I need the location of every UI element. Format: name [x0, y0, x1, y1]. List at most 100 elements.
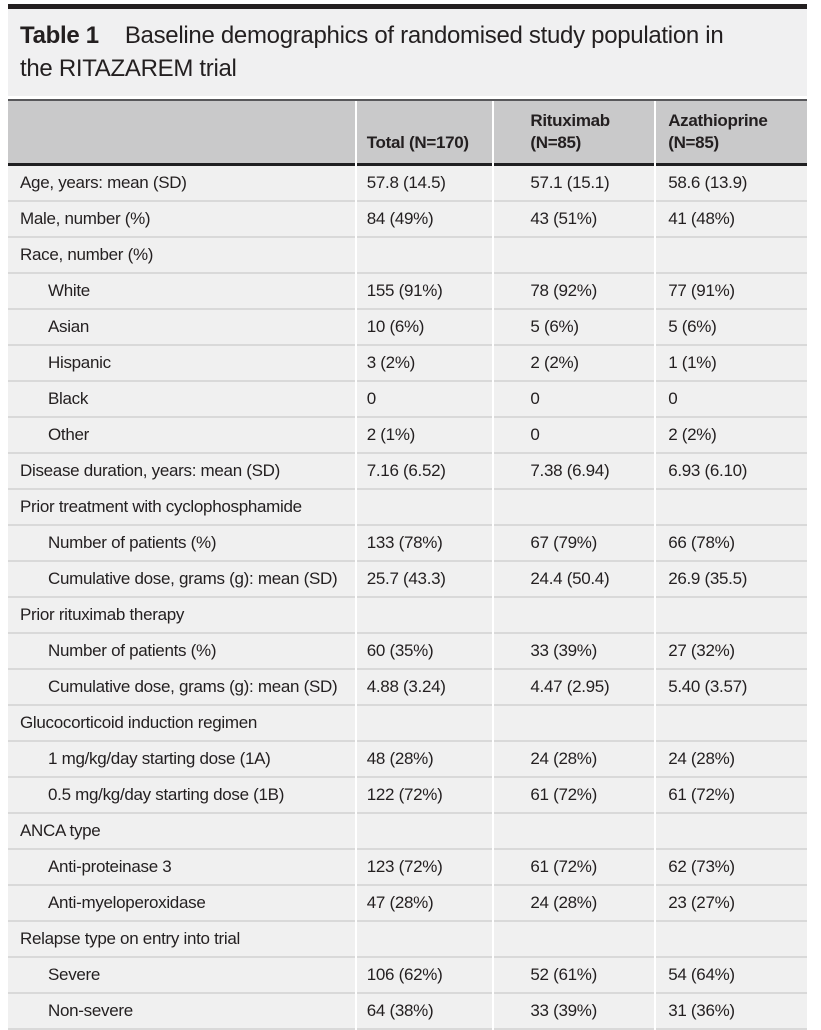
azathioprine-value-cell: 54 (64%) [656, 956, 807, 992]
row-label-cell: Number of patients (%) [8, 632, 355, 668]
header-row: Total (N=170) Rituximab (N=85) Azathioprin… [8, 101, 807, 166]
azathioprine-value-cell [656, 236, 807, 272]
column-header: Azathioprine (N=85) [656, 101, 807, 166]
azathioprine-value-cell: 0 [656, 380, 807, 416]
row-label-cell: Male, number (%) [8, 200, 355, 236]
row-label-cell: Anti-proteinase 3 [8, 848, 355, 884]
table-row-sub: Cumulative dose, grams (g): mean (SD) 4.8… [8, 668, 807, 704]
total-value-cell [356, 596, 493, 632]
total-value-cell [356, 488, 493, 524]
total-value-cell: 48 (28%) [356, 740, 493, 776]
azathioprine-value-cell: 77 (91%) [656, 272, 807, 308]
rituximab-value-cell: 5 (6%) [494, 308, 655, 344]
azathioprine-value-cell [656, 812, 807, 848]
rituximab-value-cell: 24.4 (50.4) [494, 560, 655, 596]
rituximab-value-cell: 57.1 (15.1) [494, 166, 655, 200]
row-label-cell: Race, number (%) [8, 236, 355, 272]
total-value-cell: 47 (28%) [356, 884, 493, 920]
azathioprine-value-cell: 23 (27%) [656, 884, 807, 920]
row-label-cell: Number of patients (%) [8, 524, 355, 560]
rituximab-value-cell: 61 (72%) [494, 776, 655, 812]
row-label-cell: ANCA type [8, 812, 355, 848]
total-value-cell: 64 (38%) [356, 992, 493, 1030]
table-row: Age, years: mean (SD) 57.8 (14.5) 57.1 (15… [8, 166, 807, 200]
azathioprine-value-cell: 24 (28%) [656, 740, 807, 776]
total-value-cell: 25.7 (43.3) [356, 560, 493, 596]
azathioprine-value-cell: 66 (78%) [656, 524, 807, 560]
table-row-sub: Severe 106 (62%) 52 (61%) 54 (64%) [8, 956, 807, 992]
total-value-cell [356, 704, 493, 740]
total-value-cell: 7.16 (6.52) [356, 452, 493, 488]
table-row-sub: Non-severe 64 (38%) 33 (39%) 31 (36%) [8, 992, 807, 1030]
top-rule [8, 4, 807, 9]
row-label-cell: Prior treatment with cyclophosphamide [8, 488, 355, 524]
row-label-cell: Asian [8, 308, 355, 344]
azathioprine-value-cell [656, 920, 807, 956]
total-value-cell: 84 (49%) [356, 200, 493, 236]
row-label-cell: Age, years: mean (SD) [8, 166, 355, 200]
total-value-cell [356, 920, 493, 956]
total-value-cell: 106 (62%) [356, 956, 493, 992]
table-row-sub: Black 0 0 0 [8, 380, 807, 416]
table-row-sub: White 155 (91%) 78 (92%) 77 (91%) [8, 272, 807, 308]
rituximab-value-cell: 4.47 (2.95) [494, 668, 655, 704]
rituximab-value-cell [494, 236, 655, 272]
row-label-cell: Anti-myeloperoxidase [8, 884, 355, 920]
azathioprine-value-cell: 5.40 (3.57) [656, 668, 807, 704]
total-value-cell: 57.8 (14.5) [356, 166, 493, 200]
row-label-column-header [8, 101, 355, 166]
table-title-block: Table 1 Baseline demographics of randomis… [8, 9, 807, 96]
table-row: Prior treatment with cyclophosphamide [8, 488, 807, 524]
azathioprine-value-cell: 2 (2%) [656, 416, 807, 452]
azathioprine-value-cell: 62 (73%) [656, 848, 807, 884]
rituximab-value-cell: 0 [494, 416, 655, 452]
table-row: ANCA type [8, 812, 807, 848]
row-label-cell: Severe [8, 956, 355, 992]
row-label-cell: Other [8, 416, 355, 452]
azathioprine-value-cell: 1 (1%) [656, 344, 807, 380]
table-row-sub: Cumulative dose, grams (g): mean (SD) 25.… [8, 560, 807, 596]
rituximab-value-cell: 67 (79%) [494, 524, 655, 560]
total-value-cell: 122 (72%) [356, 776, 493, 812]
table-row: Prior rituximab therapy [8, 596, 807, 632]
row-label-cell: 0.5 mg/kg/day starting dose (1B) [8, 776, 355, 812]
row-label-cell: Cumulative dose, grams (g): mean (SD) [8, 560, 355, 596]
total-value-cell: 4.88 (3.24) [356, 668, 493, 704]
row-label-cell: Relapse type on entry into trial [8, 920, 355, 956]
row-label-cell: Hispanic [8, 344, 355, 380]
table-row: Relapse type on entry into trial [8, 920, 807, 956]
table-row-sub: Other 2 (1%) 0 2 (2%) [8, 416, 807, 452]
table-row: Glucocorticoid induction regimen [8, 704, 807, 740]
azathioprine-value-cell: 6.93 (6.10) [656, 452, 807, 488]
table-row-sub: 1 mg/kg/day starting dose (1A) 48 (28%) 24… [8, 740, 807, 776]
row-label-cell: White [8, 272, 355, 308]
azathioprine-value-cell [656, 704, 807, 740]
table-row-sub: Anti-myeloperoxidase 47 (28%) 24 (28%) 23 (… [8, 884, 807, 920]
table-card: Table 1 Baseline demographics of randomis… [8, 4, 807, 1030]
total-value-cell: 2 (1%) [356, 416, 493, 452]
column-header: Total (N=170) [356, 101, 493, 166]
rituximab-value-cell: 52 (61%) [494, 956, 655, 992]
total-value-cell [356, 236, 493, 272]
table-row-sub: Asian 10 (6%) 5 (6%) 5 (6%) [8, 308, 807, 344]
azathioprine-value-cell: 5 (6%) [656, 308, 807, 344]
row-label-cell: Prior rituximab therapy [8, 596, 355, 632]
table-row: Race, number (%) [8, 236, 807, 272]
total-value-cell: 3 (2%) [356, 344, 493, 380]
total-value-cell: 10 (6%) [356, 308, 493, 344]
rituximab-value-cell [494, 704, 655, 740]
total-value-cell: 155 (91%) [356, 272, 493, 308]
table-row-sub: Number of patients (%) 60 (35%) 33 (39%) 27… [8, 632, 807, 668]
row-label-cell: Non-severe [8, 992, 355, 1030]
table-row: Disease duration, years: mean (SD) 7.16 (… [8, 452, 807, 488]
table-row-sub: 0.5 mg/kg/day starting dose (1B) 122 (72%… [8, 776, 807, 812]
azathioprine-value-cell [656, 488, 807, 524]
azathioprine-value-cell: 41 (48%) [656, 200, 807, 236]
rituximab-value-cell: 7.38 (6.94) [494, 452, 655, 488]
rituximab-value-cell: 61 (72%) [494, 848, 655, 884]
azathioprine-value-cell: 58.6 (13.9) [656, 166, 807, 200]
rituximab-value-cell: 33 (39%) [494, 992, 655, 1030]
table-number: Table 1 [20, 22, 99, 49]
table-row-sub: Hispanic 3 (2%) 2 (2%) 1 (1%) [8, 344, 807, 380]
rituximab-value-cell: 43 (51%) [494, 200, 655, 236]
